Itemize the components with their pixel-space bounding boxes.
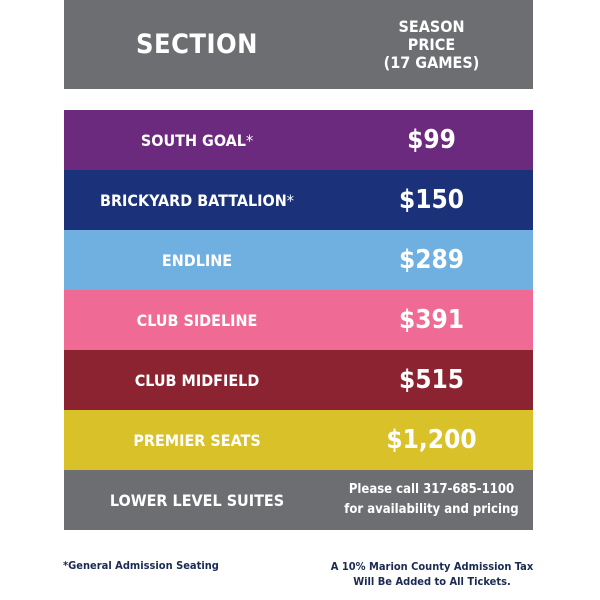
section-name: LOWER LEVEL SUITES <box>109 490 285 510</box>
table-row-club-sideline: CLUB SIDELINE $391 <box>64 290 533 350</box>
section-name: BRICKYARD BATTALION* <box>100 190 294 210</box>
section-price: $289 <box>398 245 465 275</box>
section-price: $515 <box>398 365 465 395</box>
table-row-premier-seats: PREMIER SEATS $1,200 <box>64 410 533 470</box>
section-name: PREMIER SEATS <box>133 430 261 450</box>
section-name: SOUTH GOAL* <box>140 130 254 150</box>
section-price: $150 <box>398 185 465 215</box>
section-name: ENDLINE <box>161 250 233 270</box>
general-admission-note: *General Admission Seating <box>63 559 219 572</box>
section-price: $99 <box>407 125 456 155</box>
section-name: CLUB MIDFIELD <box>134 370 260 390</box>
section-price: $1,200 <box>386 425 477 455</box>
table-row-brickyard-battalion: BRICKYARD BATTALION* $150 <box>64 170 533 230</box>
header-gap <box>64 89 533 110</box>
tax-note: A 10% Marion County Admission Tax Will B… <box>330 560 534 588</box>
asterisk: * <box>245 130 254 150</box>
table-row-south-goal: SOUTH GOAL* $99 <box>64 110 533 170</box>
table-row-lower-level-suites: LOWER LEVEL SUITES Please call 317-685-1… <box>64 470 533 530</box>
pricing-table: SECTION SEASON PRICE (17 GAMES) SOUTH GO… <box>64 0 533 530</box>
section-name: CLUB SIDELINE <box>136 310 258 330</box>
season-price-header: SEASON PRICE (17 GAMES) <box>383 16 480 72</box>
table-row-club-midfield: CLUB MIDFIELD $515 <box>64 350 533 410</box>
table-row-endline: ENDLINE $289 <box>64 230 533 290</box>
table-header: SECTION SEASON PRICE (17 GAMES) <box>64 0 533 89</box>
section-header: SECTION <box>136 29 258 60</box>
asterisk: * <box>286 190 294 210</box>
section-price: $391 <box>398 305 465 335</box>
suites-contact-note: Please call 317-685-1100 for availabilit… <box>344 482 519 517</box>
